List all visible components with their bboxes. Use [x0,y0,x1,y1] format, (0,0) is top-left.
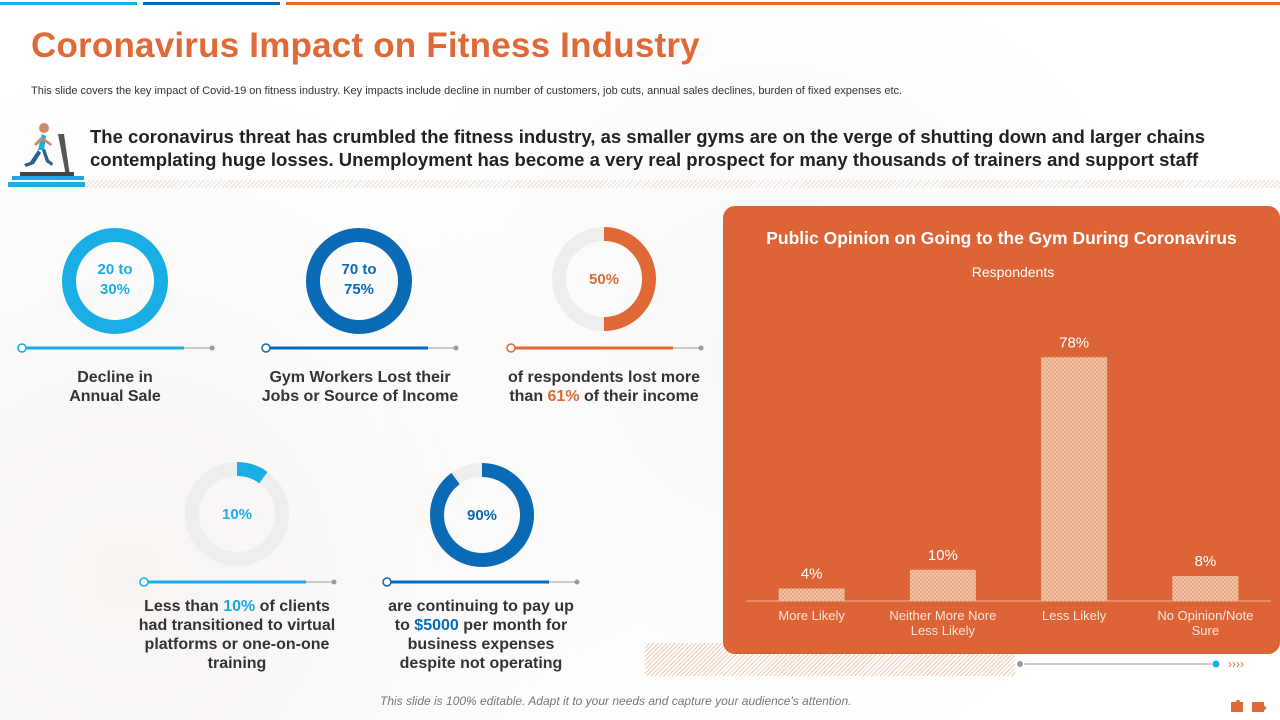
slider-clients-virtual [139,577,337,587]
donut-decline-annual-sale: 20 to 30% [62,228,168,334]
page-subtitle: This slide covers the key impact of Covi… [31,85,903,97]
category-tick-label-3-0: No Opinion/Note [1157,608,1253,623]
donut-value: 50% [589,271,619,288]
hero-divider [85,180,1280,188]
donut-arc [236,462,268,484]
donut-value-line1: 70 to [341,261,376,278]
top-bar-blue [0,2,137,5]
bar-data-label-3: 8% [1195,553,1217,570]
donut-arc [603,227,656,331]
category-tick-label-2-0: Less Likely [1042,608,1107,623]
donut-value-line2: 30% [100,281,130,298]
page-title: Coronavirus Impact on Fitness Industry [31,26,700,65]
hero-divider-blue [8,182,85,187]
top-bar-orange [286,2,1280,5]
chart-panel: Public Opinion on Going to the Gym Durin… [723,206,1280,654]
puzzle-icon [1231,700,1266,712]
donut-arc [430,463,534,567]
bar-0 [778,588,845,601]
slider-decline-annual-sale [17,343,215,353]
stat-label-paying-expenses: are continuing to pay up to $5000 per mo… [388,598,574,672]
bar-data-label-1: 10% [928,547,958,564]
stat-label-decline-annual-sale: Decline in Annual Sale [69,369,161,405]
bar-3 [1172,576,1239,601]
donut-paying-expenses: 90% [430,463,534,567]
donut-clients-virtual: 10% [185,462,289,566]
svg-text:››››: ›››› [1228,657,1244,671]
slider-respondents-income [506,343,704,353]
donut-value: 10% [222,506,252,523]
chart-series-label: Respondents [971,264,1055,280]
bar-1 [909,569,976,601]
stat-label-gym-workers: Gym Workers Lost their Jobs or Source of … [261,369,459,405]
chart-title: Public Opinion on Going to the Gym Durin… [766,228,1237,248]
donut-gym-workers-lost-jobs: 70 to 75% [306,228,412,334]
slider-gym-workers [261,343,459,353]
stat-label-respondents-income: of respondents lost more than 61% of the… [507,369,701,405]
category-tick-label-0-0: More Likely [778,608,845,623]
slide-progress-indicator: ›››› [1017,657,1244,671]
bar-2 [1041,357,1108,601]
top-bar-dark-blue [143,2,280,5]
footer-note: This slide is 100% editable. Adapt it to… [380,694,852,708]
hero-statement: The coronavirus threat has crumbled the … [90,126,1206,170]
category-tick-label-3-1: Sure [1192,623,1219,638]
category-tick-label-1-1: Less Likely [911,623,976,638]
slider-paying-expenses [382,577,580,587]
donut-value: 90% [467,507,497,524]
bar-data-label-0: 4% [801,566,823,583]
treadmill-runner-icon [12,123,84,180]
donut-respondents-lost-income: 50% [552,227,656,331]
donut-value-line2: 75% [344,281,374,298]
stat-label-clients-virtual: Less than 10% of clients had transitione… [138,598,336,672]
bar-data-label-2: 78% [1059,334,1089,351]
category-tick-label-1-0: Neither More Nore [889,608,996,623]
donut-value-line1: 20 to [97,261,132,278]
